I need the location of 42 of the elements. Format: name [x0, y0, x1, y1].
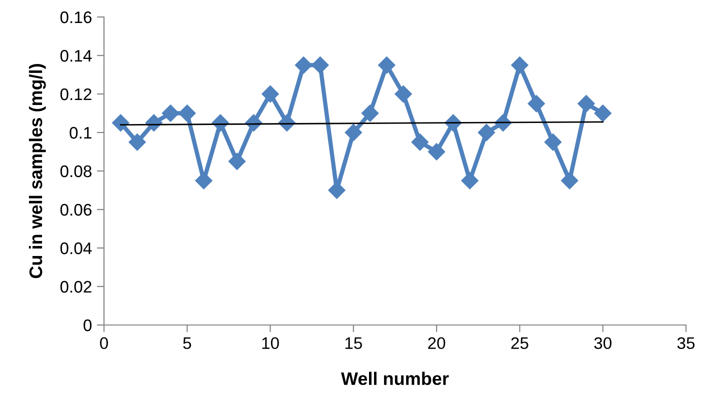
- point: [511, 56, 528, 74]
- point: [195, 172, 212, 190]
- x-tick-label: 10: [262, 337, 279, 350]
- point: [461, 172, 478, 190]
- point: [178, 104, 196, 122]
- point: [544, 134, 562, 151]
- x-tick-label: 20: [428, 337, 446, 350]
- point: [344, 124, 362, 142]
- y-tick-label: 0.16: [60, 11, 92, 24]
- point: [561, 172, 578, 190]
- point: [128, 134, 146, 151]
- point: [262, 85, 279, 103]
- point: [112, 114, 130, 132]
- x-tick-label: 5: [183, 337, 192, 350]
- y-tick-label: 0.12: [60, 88, 92, 100]
- point: [411, 134, 428, 151]
- x-tick-label: 0: [100, 337, 108, 350]
- point: [362, 104, 379, 122]
- point: [478, 124, 496, 142]
- y-tick-label: 0.02: [60, 280, 92, 293]
- x-tick-label: 30: [594, 337, 612, 350]
- point: [312, 56, 329, 74]
- x-tick-label: 25: [511, 337, 528, 350]
- point: [578, 95, 595, 112]
- x-tick-label: 15: [345, 337, 362, 350]
- y-tick-label: 0: [84, 319, 92, 332]
- y-tick-label: 0.1: [70, 126, 92, 139]
- y-tick-label: 0.08: [60, 165, 92, 178]
- y-tick-label: 0.14: [60, 50, 92, 62]
- x-axis-title: Well number: [341, 372, 449, 386]
- point: [228, 152, 246, 170]
- point: [378, 56, 396, 74]
- y-tick-label: 0.04: [60, 242, 92, 254]
- point: [528, 95, 545, 112]
- point: [394, 85, 412, 103]
- y-tick-label: 0.06: [60, 204, 92, 216]
- point: [428, 143, 446, 160]
- point: [162, 104, 180, 122]
- x-tick-label: 35: [677, 337, 695, 350]
- point: [594, 104, 612, 122]
- point: [294, 56, 312, 74]
- y-axis-title: Cu in well samples (mg/l): [28, 64, 46, 278]
